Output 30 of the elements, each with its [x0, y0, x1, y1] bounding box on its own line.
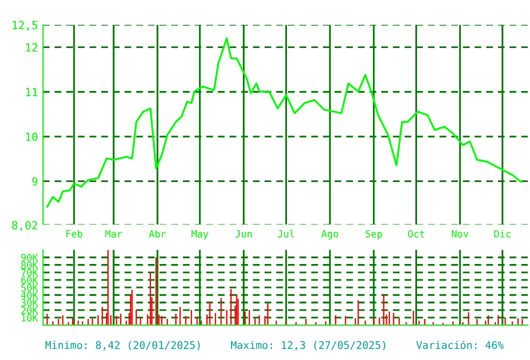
x-tick-label: Mar [105, 230, 122, 238]
y-tick-label: 10K [22, 314, 38, 322]
y-tick-label: 9 [32, 177, 38, 186]
text: Variación: 46% [416, 340, 504, 349]
y-tick-label: 10 [26, 132, 38, 141]
x-tick-label: Sep [366, 230, 382, 240]
y-tick-label: 12,5 [12, 20, 38, 31]
y-tick-label: 70K [21, 268, 38, 276]
y-tick-label: 40K [20, 291, 38, 299]
y-tick-label: 80K [21, 261, 38, 269]
x-tick-label: Dic [494, 230, 510, 238]
y-tick-label: 50K [21, 284, 38, 292]
x-tick-label: Feb [66, 230, 82, 238]
x-tick-label: Oct [408, 230, 424, 238]
line-series [46, 37, 522, 208]
y-tick-label: 11 [26, 88, 38, 96]
x-tick-label: Nov [452, 230, 468, 238]
text: Maximo: 12,3 (27/05/2025) [230, 340, 386, 350]
y-tick-label: 30K [21, 299, 38, 306]
x-tick-label: Ago [321, 230, 338, 240]
y-tick-label: 60K [21, 276, 38, 284]
x-tick-label: Jun [235, 230, 252, 238]
y-tick-label: 8,02 [12, 221, 38, 231]
x-tick-label: May [191, 230, 208, 240]
x-tick-label: Abr [148, 230, 166, 238]
y-tick-label: 90K [21, 254, 38, 262]
y-tick-label: 20K [21, 306, 38, 314]
text: Minimo: 8,42 (20/01/2025) [45, 340, 200, 350]
y-tick-label: 12 [26, 43, 38, 52]
x-tick-label: Jul [278, 230, 294, 238]
